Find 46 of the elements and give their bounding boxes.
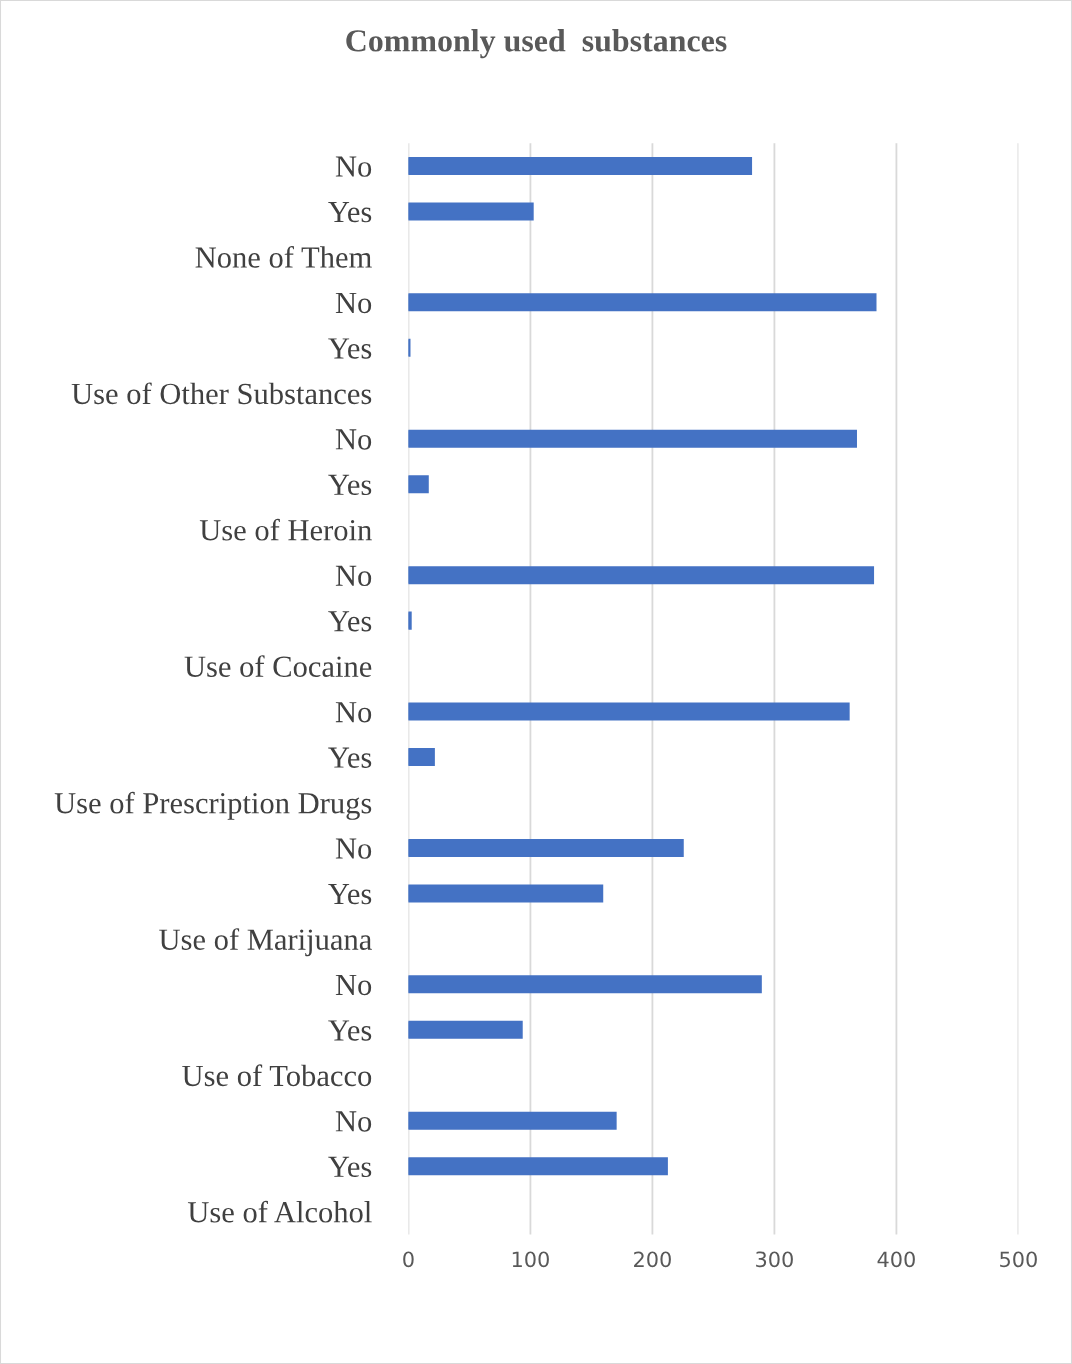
bar <box>408 566 875 585</box>
y-tick-label: Use of Prescription Drugs <box>54 791 372 820</box>
y-tick-label: None of Them <box>195 245 372 268</box>
y-tick-label: Use of Cocaine <box>184 655 372 677</box>
bar <box>408 293 877 312</box>
y-tick-label: Use of Other Substances <box>71 382 372 405</box>
y-tick-label: No <box>335 429 372 450</box>
y-tick-label: Yes <box>328 338 372 359</box>
x-tick-label: 0 <box>403 1251 414 1268</box>
bar <box>408 884 604 903</box>
x-tick-label: 400 <box>877 1251 915 1268</box>
bar <box>408 975 762 994</box>
bar <box>408 838 684 857</box>
bar <box>408 1020 523 1039</box>
bar <box>408 1157 668 1176</box>
y-tick-label: No <box>335 838 372 859</box>
y-tick-label: Use of Alcohol <box>187 1200 372 1223</box>
bar <box>408 702 850 721</box>
y-tick-label: Yes <box>328 611 372 632</box>
y-tick-label: No <box>335 565 372 587</box>
bar <box>408 475 429 494</box>
y-tick-label: No <box>335 974 372 996</box>
y-tick-label: No <box>335 292 372 314</box>
bar <box>408 1111 617 1130</box>
y-tick-label: Use of Heroin <box>199 518 372 541</box>
bar <box>408 429 857 448</box>
y-tick-label: Use of Marijuana <box>159 928 372 957</box>
y-tick-label: Yes <box>328 884 372 905</box>
y-tick-label: No <box>335 156 372 177</box>
chart-title: Commonly used substances <box>346 29 727 59</box>
bar <box>408 202 534 221</box>
bar <box>408 156 753 175</box>
x-tick-label: 500 <box>1000 1251 1037 1268</box>
y-tick-label: Yes <box>328 474 372 496</box>
y-tick-label: Use of Tobacco <box>182 1064 372 1087</box>
bar <box>408 748 435 767</box>
y-tick-label: No <box>335 702 372 723</box>
y-tick-label: Yes <box>328 747 372 768</box>
x-tick-label: 200 <box>634 1251 671 1268</box>
x-tick-label: 100 <box>512 1251 549 1268</box>
y-tick-label: Yes <box>328 1156 372 1178</box>
x-tick-label: 300 <box>756 1251 793 1268</box>
y-tick-label: Yes <box>328 1020 372 1041</box>
y-tick-label: No <box>335 1111 372 1132</box>
bar <box>408 611 412 630</box>
y-tick-label: Yes <box>328 202 372 223</box>
